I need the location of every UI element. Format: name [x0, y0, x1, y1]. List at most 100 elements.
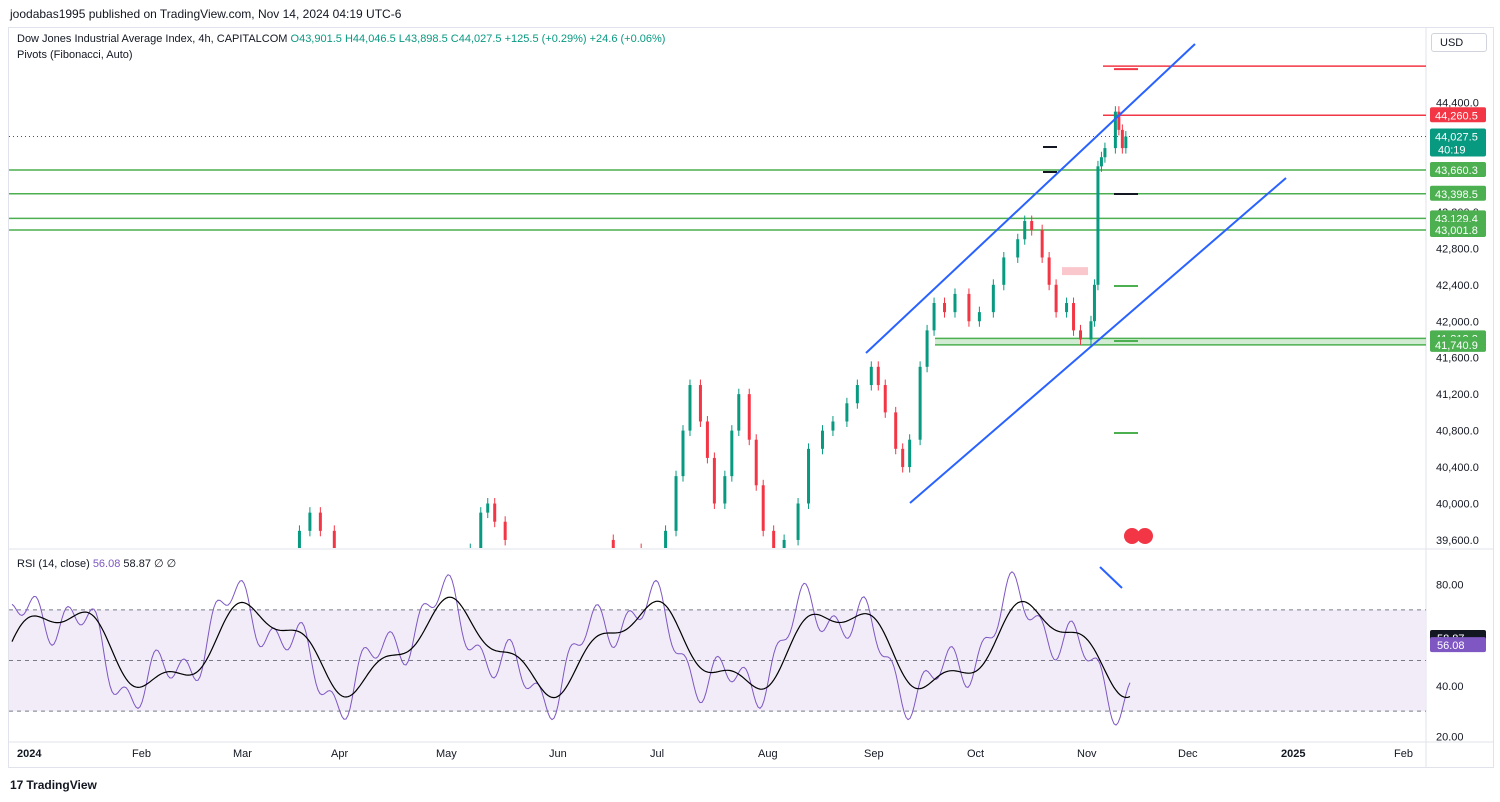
candle-body [503, 521, 507, 540]
candle-body [493, 503, 497, 522]
rsi-tick-label: 40.00 [1436, 681, 1464, 693]
candle-body [1054, 284, 1058, 313]
high-value: H44,046.5 [344, 33, 396, 45]
time-axis-label: Mar [233, 748, 252, 760]
candle-body [1002, 257, 1006, 285]
candle-body [894, 412, 898, 449]
candle-body [640, 549, 643, 558]
price-label-text: 43,398.5 [1435, 189, 1478, 201]
close-value: C44,027.5 [450, 33, 502, 45]
price-tick-label: 44,400.0 [1436, 98, 1479, 110]
rsi-tick-label: 80.00 [1436, 580, 1464, 592]
candle-body [1092, 284, 1096, 322]
candle-body [1079, 330, 1083, 340]
rsi-legend[interactable]: RSI (14, close) 56.08 58.87 ∅ ∅ [17, 557, 176, 570]
candle-body [807, 448, 811, 504]
rsi-divergence-line [1099, 566, 1123, 589]
price-label-bg [1430, 221, 1486, 237]
price-label-bg [1430, 161, 1486, 177]
candle-body [876, 366, 880, 386]
channel-lower-line [909, 177, 1287, 504]
candle-body [943, 303, 947, 313]
candle-body [1113, 111, 1117, 149]
tradingview-brand: TradingView [26, 778, 97, 792]
price-label-text: 44,260.5 [1435, 110, 1478, 122]
candle-body [1047, 257, 1051, 285]
rsi-badge-text: 56.08 [1437, 640, 1465, 652]
rsi-ma-value: 58.87 [123, 558, 151, 570]
candle-body [479, 512, 483, 548]
countdown-text: 40:19 [1438, 144, 1466, 156]
chart-frame [8, 27, 1494, 768]
candle-body [908, 439, 912, 468]
price-label-bg [1430, 128, 1486, 157]
volume-change-value: +24.6 (+0.06%) [589, 33, 666, 45]
candle-body [705, 421, 709, 458]
rsi-badge [1430, 637, 1486, 653]
price-label-text: 44,027.5 [1435, 131, 1478, 143]
low-value: L43,898.5 [398, 33, 448, 45]
price-tick-label: 41,200.0 [1436, 389, 1479, 401]
candle-body [318, 512, 322, 531]
candle-body [796, 503, 800, 540]
currency-selector[interactable]: USD [1431, 33, 1487, 52]
candle-body [967, 293, 971, 322]
time-axis-label: May [436, 748, 457, 760]
price-label-bg [1430, 185, 1486, 201]
time-axis-label: Jun [549, 748, 567, 760]
time-axis-label: Nov [1077, 748, 1097, 760]
tradingview-branding[interactable]: 17 TradingView [10, 778, 97, 792]
symbol-name: Dow Jones Industrial Average Index, 4h, … [17, 33, 288, 45]
candle-body [754, 439, 758, 486]
candle-body [820, 430, 824, 449]
rsi-ma-line [11, 596, 1131, 699]
candle-body [664, 530, 668, 548]
time-axis-label: Apr [331, 748, 348, 760]
candle-body [1089, 321, 1093, 340]
candle-body [737, 394, 741, 431]
price-tick-label: 39,600.0 [1436, 535, 1479, 547]
candle-body [855, 385, 859, 404]
candle-body [1120, 129, 1124, 149]
candle-body [698, 385, 702, 422]
candle-body [761, 485, 765, 531]
time-axis-label: 2024 [17, 748, 42, 760]
time-axis-label: 2025 [1281, 748, 1305, 760]
rsi-value: 56.08 [92, 558, 121, 570]
candle-body [977, 312, 981, 322]
price-label-text: 43,660.3 [1435, 165, 1478, 177]
candle-body [611, 539, 615, 548]
candle-body [308, 512, 312, 531]
candle-body [730, 430, 734, 477]
candle-body [1016, 239, 1020, 258]
candle-body [845, 403, 849, 422]
time-axis-label: Feb [1394, 748, 1413, 760]
support-zone [935, 338, 1426, 345]
publisher-info: joodabas1995 published on TradingView.co… [10, 7, 402, 21]
indicator-legend[interactable]: Pivots (Fibonacci, Auto) [17, 49, 133, 61]
supply-zone [1062, 267, 1088, 276]
open-value: O43,901.5 [290, 33, 342, 45]
candle-body [688, 385, 692, 431]
candle-body [1096, 166, 1100, 285]
price-tick-label: 40,400.0 [1436, 462, 1479, 474]
time-axis-label: Feb [132, 748, 151, 760]
candle-body [332, 530, 336, 548]
time-axis-label: Aug [758, 748, 778, 760]
candle-body [297, 530, 301, 548]
candle-body [782, 539, 786, 548]
candle-body [674, 476, 678, 531]
time-axis-label: Dec [1178, 748, 1198, 760]
event-flag-icon [1137, 528, 1153, 544]
candle-body [1040, 230, 1044, 258]
candle-body [681, 430, 685, 477]
rsi-tick-label: 20.00 [1436, 732, 1464, 744]
price-tick-label: 40,800.0 [1436, 426, 1479, 438]
candle-body [1099, 157, 1103, 167]
candle-body [291, 558, 294, 572]
candle-body [953, 293, 957, 313]
candle-body [831, 421, 835, 431]
tradingview-logo-icon: 17 [10, 778, 24, 792]
candle-body [932, 303, 936, 331]
